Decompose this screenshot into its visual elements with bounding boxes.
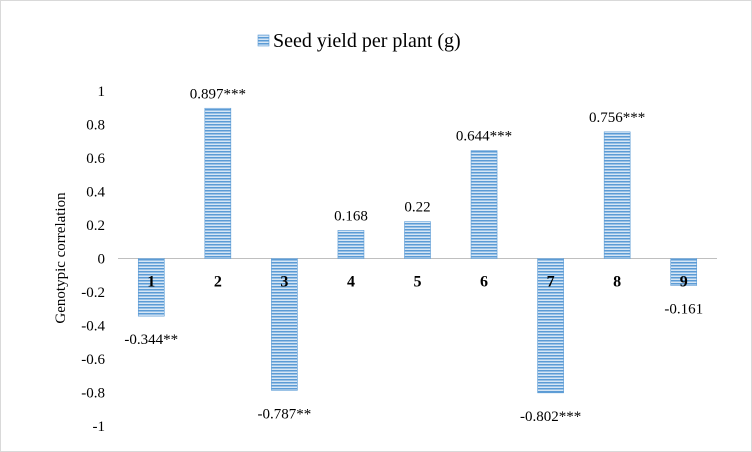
y-axis: 1 0.8 0.6 0.4 0.2 0 -0.2 -0.4 -0.6 -0.8 -1 xyxy=(81,84,105,435)
data-label: 0.756*** xyxy=(589,110,645,126)
bar xyxy=(137,258,165,317)
data-labels: -0.344** 0.897*** -0.787** 0.168 0.22 0.644**… xyxy=(124,86,703,425)
bar xyxy=(204,107,232,259)
y-tick-label: -0.2 xyxy=(81,285,105,301)
bar xyxy=(337,230,365,259)
legend: Seed yield per plant (g) xyxy=(257,30,461,52)
bar xyxy=(271,258,298,391)
y-tick-label: 0.4 xyxy=(86,185,105,201)
category-label: 9 xyxy=(680,274,688,291)
category-label: 1 xyxy=(147,274,155,291)
data-label: 0.897*** xyxy=(190,86,246,102)
bar xyxy=(603,131,631,259)
category-label: 6 xyxy=(480,274,488,291)
data-label: 0.644*** xyxy=(456,129,512,145)
data-label: -0.802*** xyxy=(520,409,581,425)
y-axis-title: Genotypic correlation xyxy=(53,192,69,324)
y-tick-label: 0.8 xyxy=(86,118,105,134)
data-label: -0.161 xyxy=(664,301,703,317)
category-labels: 1 2 3 4 5 6 7 8 9 xyxy=(147,274,687,291)
bar xyxy=(537,258,564,394)
data-label: 0.22 xyxy=(404,200,430,216)
bar xyxy=(404,221,431,259)
category-label: 3 xyxy=(280,274,288,291)
legend-swatch xyxy=(257,34,270,47)
category-label: 4 xyxy=(347,274,355,291)
data-label: -0.344** xyxy=(124,332,178,348)
data-label: -0.787** xyxy=(258,406,312,422)
y-tick-label: -0.4 xyxy=(81,319,105,335)
y-tick-label: 0 xyxy=(98,252,106,268)
bar xyxy=(670,258,698,286)
y-tick-label: 0.2 xyxy=(86,218,105,234)
y-tick-label: 1 xyxy=(98,84,106,100)
y-tick-label: -0.8 xyxy=(81,386,105,402)
y-tick-label: -0.6 xyxy=(81,352,105,368)
category-label: 2 xyxy=(214,274,222,291)
category-label: 5 xyxy=(414,274,422,291)
data-label: 0.168 xyxy=(334,208,368,224)
category-label: 7 xyxy=(547,274,555,291)
bars-group xyxy=(137,107,698,394)
category-label: 8 xyxy=(613,274,621,291)
legend-label: Seed yield per plant (g) xyxy=(273,30,461,52)
bar xyxy=(470,150,498,259)
y-tick-label: -1 xyxy=(93,419,106,435)
y-tick-label: 0.6 xyxy=(86,151,105,167)
